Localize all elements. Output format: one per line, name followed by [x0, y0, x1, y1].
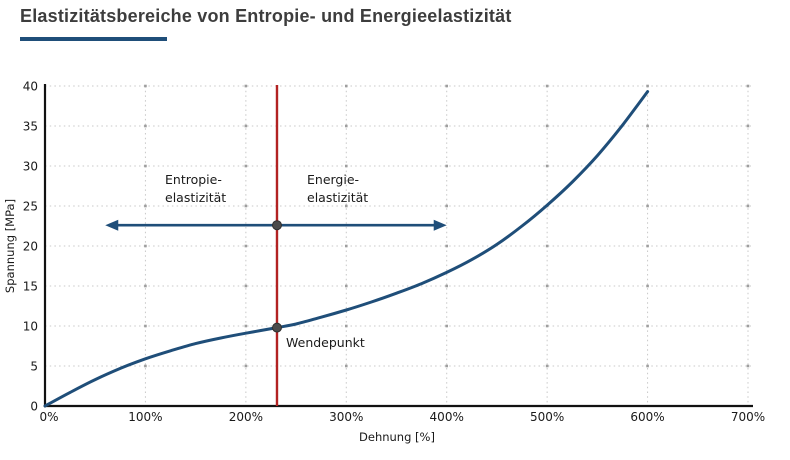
svg-text:0: 0	[30, 400, 38, 414]
energy-region-label-line2: elastizität	[307, 190, 368, 205]
svg-text:15: 15	[23, 280, 38, 294]
svg-text:20: 20	[23, 240, 38, 254]
svg-text:40: 40	[23, 80, 38, 94]
x-tick-labels: 0% 100% 200% 300% 400% 500% 600% 700%	[39, 410, 765, 424]
point-markers	[271, 220, 282, 333]
svg-text:25: 25	[23, 200, 38, 214]
svg-text:400%: 400%	[430, 410, 464, 424]
svg-text:10: 10	[23, 320, 38, 334]
svg-text:300%: 300%	[329, 410, 363, 424]
title-underline	[20, 37, 167, 41]
stress-strain-curve	[43, 90, 650, 408]
svg-text:0%: 0%	[39, 410, 58, 424]
x-axis-title: Dehnung [%]	[359, 430, 435, 444]
page-title: Elastizitätsbereiche von Entropie- und E…	[20, 6, 512, 26]
svg-text:30: 30	[23, 160, 38, 174]
axes	[43, 84, 753, 408]
y-tick-labels: 0 5 10 15 20 25 30 35 40	[23, 80, 38, 414]
svg-text:100%: 100%	[128, 410, 162, 424]
entropy-region-label-line2: elastizität	[165, 190, 226, 205]
svg-text:700%: 700%	[731, 410, 765, 424]
svg-text:5: 5	[30, 360, 38, 374]
svg-text:500%: 500%	[530, 410, 564, 424]
svg-text:35: 35	[23, 120, 38, 134]
horizontal-gridlines	[45, 85, 751, 367]
y-axis-title: Spannung [MPa]	[3, 199, 17, 293]
svg-text:200%: 200%	[229, 410, 263, 424]
energy-region-label-line1: Energie-	[307, 172, 359, 187]
wendepunkt-label: Wendepunkt	[286, 335, 365, 350]
svg-text:600%: 600%	[630, 410, 664, 424]
entropy-region-label-line1: Entropie-	[165, 172, 222, 187]
